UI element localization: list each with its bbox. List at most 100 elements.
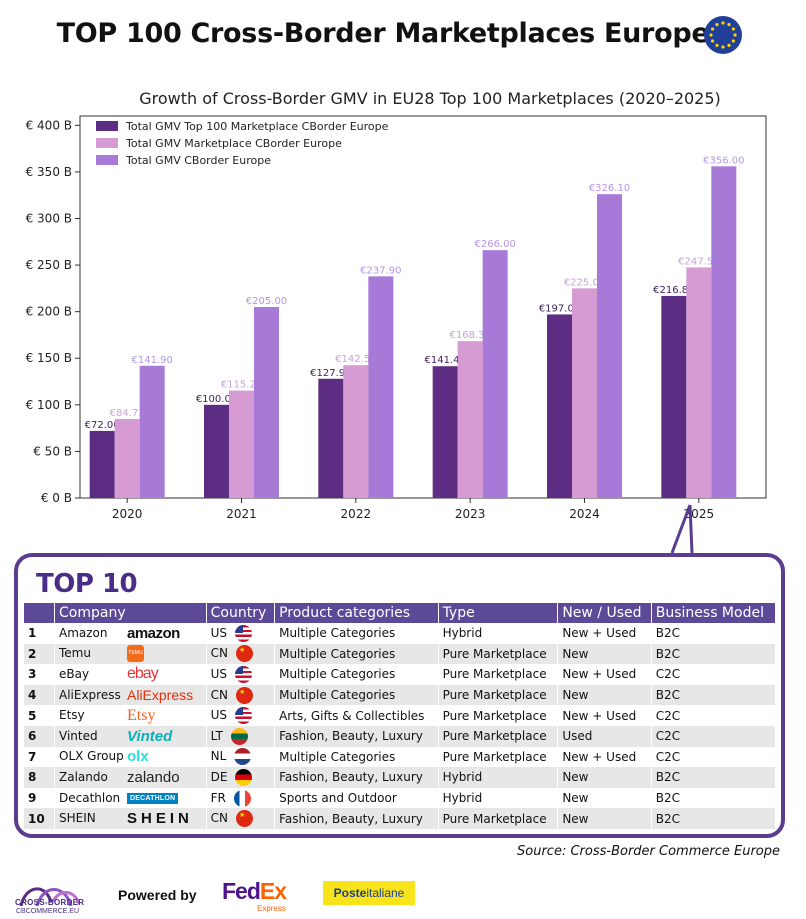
cn-flag-icon: ★	[236, 686, 253, 704]
data-label: €141.90	[131, 355, 172, 366]
business-model-cell: B2C	[651, 623, 777, 644]
ebay-logo: ebay	[127, 665, 159, 683]
type-cell-text: Pure Marketplace	[442, 688, 547, 703]
data-label: €237.90	[360, 265, 401, 276]
country-cell: LT	[206, 725, 276, 747]
legend-swatch	[96, 138, 118, 148]
company-cell-text: Etsy	[59, 708, 85, 723]
rank-cell-text: 4	[28, 688, 37, 703]
rank-cell-text: 2	[28, 646, 37, 661]
type-cell-text: Pure Marketplace	[442, 749, 547, 764]
bar	[254, 307, 279, 498]
data-label: €326.10	[589, 183, 630, 194]
new-used-cell-text: New + Used	[562, 626, 637, 641]
chart-title: Growth of Cross-Border GMV in EU28 Top 1…	[139, 89, 721, 108]
y-tick-label: € 100 B	[26, 398, 72, 412]
cn-flag-icon: ★	[236, 645, 253, 663]
page-title: TOP 100 Cross-Border Marketplaces Europe	[0, 18, 806, 49]
new-used-cell-text: New	[562, 770, 589, 785]
company-cell: Etsy Etsy	[54, 705, 207, 726]
y-tick-label: € 200 B	[26, 305, 72, 319]
fedex-logo: FedEx	[222, 878, 287, 905]
poste-bold: Poste	[333, 886, 367, 900]
company-cell-text: AliExpress	[59, 687, 121, 702]
header-company: Company	[54, 603, 207, 623]
fedex-ex: Ex	[259, 878, 287, 904]
nl-flag-icon	[234, 748, 252, 766]
new-used-cell-text: New + Used	[562, 708, 637, 723]
table-row: 8 Zalando zalando DE Fashion, Beauty, Luxury…	[24, 767, 777, 788]
type-cell: Hybrid	[438, 623, 559, 644]
vinted-logo: Vinted	[127, 727, 173, 745]
business-model-cell: C2C	[651, 705, 777, 726]
olx-logo: olx	[127, 748, 149, 766]
company-cell-text: Temu	[59, 646, 91, 661]
category-cell-text: Sports and Outdoor	[279, 791, 397, 806]
business-model-cell-text: B2C	[655, 770, 680, 785]
de-flag-icon	[235, 768, 253, 786]
country-cell: CN ★	[206, 643, 276, 665]
data-label: €356.00	[703, 155, 744, 166]
type-cell: Pure Marketplace	[438, 643, 559, 665]
rank-cell-text: 10	[28, 811, 45, 826]
type-cell: Pure Marketplace	[438, 725, 559, 747]
type-cell-text: Hybrid	[442, 770, 483, 785]
rank-cell-text: 3	[28, 667, 37, 682]
type-cell: Pure Marketplace	[438, 746, 559, 768]
cn-flag-icon: ★	[236, 810, 253, 828]
country-cell: US	[206, 664, 276, 685]
new-used-cell: New	[557, 787, 652, 809]
new-used-cell-text: Used	[562, 729, 593, 744]
business-model-cell: C2C	[651, 746, 777, 768]
rank-cell: 10	[24, 808, 55, 829]
x-tick-label: 2023	[455, 507, 486, 521]
type-cell: Pure Marketplace	[438, 664, 559, 685]
category-cell: Multiple Categories	[274, 643, 439, 665]
category-cell-text: Multiple Categories	[279, 646, 396, 661]
new-used-cell-text: New	[562, 811, 589, 826]
country-cell-text: CN	[210, 646, 228, 661]
data-label: €72.00	[85, 420, 120, 431]
new-used-cell-text: New	[562, 688, 589, 703]
company-cell-text: Zalando	[59, 769, 108, 784]
y-tick-label: € 150 B	[26, 351, 72, 365]
category-cell-text: Fashion, Beauty, Luxury	[279, 729, 423, 744]
country-cell: DE	[206, 767, 276, 788]
table-row: 10 SHEIN SHEIN CN ★ Fashion, Beauty, Luxury Pu…	[24, 808, 777, 829]
bar	[432, 366, 458, 498]
fedex-fed: Fed	[222, 878, 261, 904]
shein-logo: SHEIN	[127, 810, 193, 828]
category-cell: Multiple Categories	[274, 664, 439, 685]
cross-border-logo	[19, 887, 81, 907]
new-used-cell: New + Used	[557, 664, 652, 685]
business-model-cell: C2C	[651, 664, 777, 685]
business-model-cell-text: B2C	[655, 791, 680, 806]
bar	[368, 276, 394, 498]
company-cell: AliExpress AliExpress	[54, 684, 207, 706]
type-cell-text: Pure Marketplace	[442, 729, 547, 744]
zalando-logo: zalando	[127, 768, 180, 786]
us-flag-icon	[235, 665, 253, 683]
category-cell-text: Multiple Categories	[279, 749, 396, 764]
rank-cell: 6	[24, 725, 55, 747]
company-cell: Temu TEMU	[54, 643, 207, 665]
data-label: €216.82	[653, 285, 694, 296]
bar	[482, 250, 508, 498]
amazon-logo: amazon	[127, 624, 180, 642]
bar	[572, 288, 597, 498]
category-cell-text: Multiple Categories	[279, 626, 396, 641]
bar	[597, 194, 622, 499]
new-used-cell: New	[557, 767, 652, 788]
legend-label: Total GMV Top 100 Marketplace CBorder Eu…	[125, 120, 389, 133]
company-cell: SHEIN SHEIN	[54, 808, 207, 829]
business-model-cell-text: C2C	[655, 667, 681, 682]
business-model-cell-text: B2C	[655, 688, 680, 703]
table-row: 5 Etsy Etsy US Arts, Gifts & Collectibles Pur…	[24, 705, 777, 726]
data-label: €266.00	[474, 239, 515, 250]
us-flag-icon	[235, 624, 253, 642]
x-tick-label: 2024	[569, 507, 600, 521]
bar	[686, 267, 712, 498]
country-cell: US	[206, 623, 276, 644]
source-note: Source: Cross-Border Commerce Europe	[517, 844, 780, 859]
